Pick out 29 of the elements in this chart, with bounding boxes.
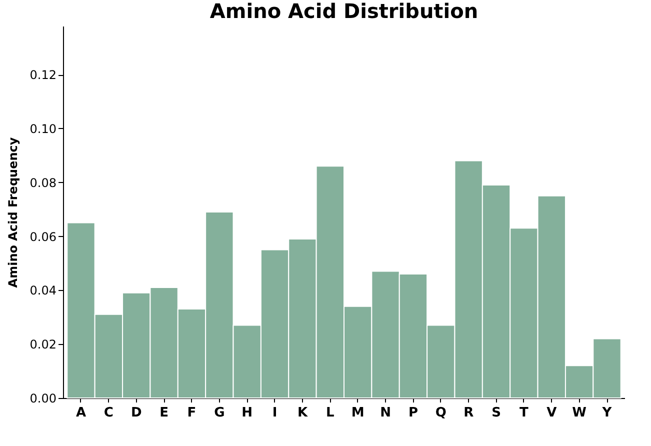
x-tick-label: Q	[435, 406, 446, 420]
x-tick-label: M	[351, 406, 364, 420]
x-tick-label: W	[572, 406, 586, 420]
y-tick-label: 0.02	[30, 338, 56, 352]
y-tick-label: 0.06	[30, 230, 56, 244]
x-tick-label: Y	[601, 406, 612, 420]
y-tick-label: 0.10	[30, 122, 56, 136]
x-tick-label: R	[464, 406, 474, 420]
x-tick-label: I	[272, 406, 278, 420]
y-tick-label: 0.04	[30, 284, 56, 298]
x-tick-label: H	[242, 406, 253, 420]
y-axis-title: Amino Acid Frequency	[6, 137, 20, 288]
y-tick-label: 0.08	[30, 176, 56, 190]
x-tick-label: E	[160, 406, 168, 420]
chart-title: Amino Acid Distribution	[210, 0, 478, 23]
y-tick-label: 0.00	[30, 392, 56, 406]
x-tick-label: V	[546, 406, 557, 420]
x-tick-label: T	[520, 406, 529, 420]
x-tick-label: F	[187, 406, 196, 420]
x-tick-label: L	[326, 406, 334, 420]
x-tick-label: P	[408, 406, 418, 420]
y-tick-label: 0.12	[30, 68, 56, 82]
x-tick-label: S	[492, 406, 501, 420]
x-tick-label: D	[130, 406, 142, 420]
x-tick-label: G	[214, 406, 225, 420]
x-tick-label: A	[76, 406, 86, 420]
x-tick-label: K	[297, 406, 308, 420]
x-tick-label: N	[380, 406, 391, 420]
x-tick-label: C	[104, 406, 114, 420]
